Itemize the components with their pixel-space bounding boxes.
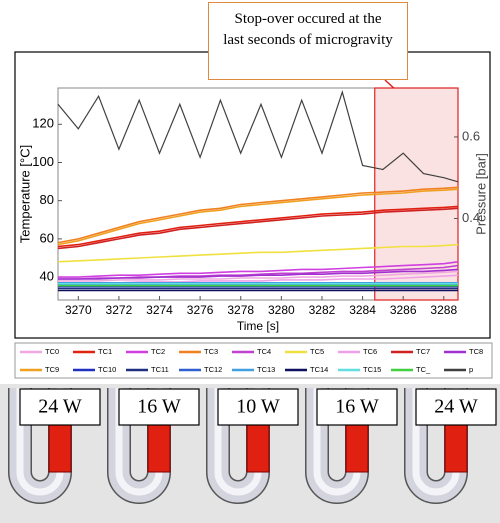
legend-label: TC12 (204, 365, 222, 374)
y-axis-label: Temperature [°C] (17, 145, 32, 243)
legend-label: TC3 (204, 347, 218, 356)
y2-axis-label: Pressure [bar] (473, 153, 488, 235)
series-line (57, 90, 459, 183)
x-tick-label: 3284 (349, 303, 376, 317)
heater-label-box (19, 388, 101, 426)
heater-label: 10 W (236, 396, 280, 418)
x-tick-label: 3278 (227, 303, 254, 317)
heater-label-box (118, 388, 200, 426)
heater-label: 16 W (335, 396, 379, 418)
y-tick-label: 100 (32, 154, 54, 169)
x-tick-label: 3286 (390, 303, 417, 317)
legend-label: TC5 (310, 347, 324, 356)
annotation: Stop-over occured at the last seconds of… (208, 2, 408, 80)
series-line (57, 188, 459, 246)
x-tick-label: 3274 (146, 303, 173, 317)
heater-label-box (316, 388, 398, 426)
legend-label: p (469, 365, 473, 374)
y2-tick-label: 0.6 (462, 128, 480, 143)
x-tick-label: 3288 (430, 303, 457, 317)
legend-label: TC11 (151, 365, 169, 374)
legend-label: TC6 (363, 347, 377, 356)
x-tick-label: 3282 (309, 303, 336, 317)
u-tube-shine (115, 388, 163, 496)
legend-label: TC0 (45, 347, 59, 356)
legend-label: TC14 (310, 365, 328, 374)
legend-label: TC7 (416, 347, 430, 356)
series-line (58, 270, 459, 282)
y-tick-label: 120 (32, 116, 54, 131)
u-tube-shine (412, 388, 460, 496)
u-tube-shine (313, 388, 361, 496)
x-tick-label: 3272 (106, 303, 133, 317)
series-line (57, 186, 459, 244)
series-line (58, 268, 459, 280)
x-tick-label: 3280 (268, 303, 295, 317)
x-tick-label: 3270 (65, 303, 92, 317)
y-tick-label: 60 (40, 230, 54, 245)
legend-label: TC13 (257, 365, 275, 374)
legend-label: TC_ (416, 365, 431, 374)
y-tick-label: 40 (40, 269, 54, 284)
legend-label: TC1 (98, 347, 112, 356)
legend-label: TC15 (363, 365, 381, 374)
heater-label-box (415, 388, 497, 426)
x-axis-label: Time [s] (237, 319, 279, 333)
y2-tick-label: 0.4 (462, 210, 480, 225)
series-line (57, 243, 459, 263)
series-line (57, 207, 459, 250)
heater-label: 24 W (38, 396, 82, 418)
series-line (57, 205, 459, 248)
heater-label-box (217, 388, 299, 426)
legend-label: TC8 (469, 347, 483, 356)
heater-label: 16 W (137, 396, 181, 418)
y-tick-label: 80 (40, 192, 54, 207)
legend-label: TC10 (98, 365, 116, 374)
u-tube-shine (214, 388, 262, 496)
legend-label: TC2 (151, 347, 165, 356)
legend-label: TC4 (257, 347, 271, 356)
legend-frame (14, 342, 493, 379)
legend-label: TC9 (45, 365, 59, 374)
u-tube-shine (16, 388, 64, 496)
heater-label: 24 W (434, 396, 478, 418)
series-line (58, 261, 459, 278)
x-tick-label: 3276 (187, 303, 214, 317)
